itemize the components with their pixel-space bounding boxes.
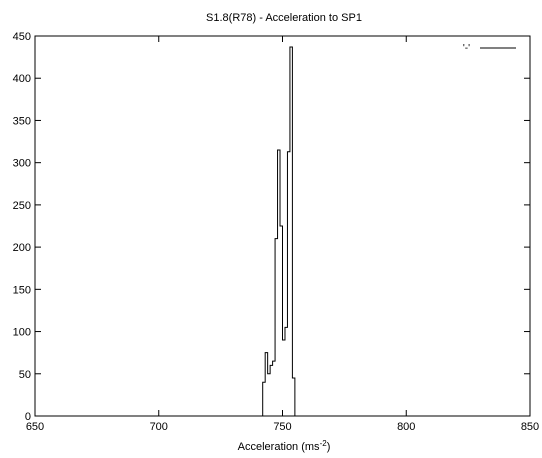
series-line (262, 46, 296, 416)
y-tick-label: 50 (19, 369, 31, 381)
x-axis-label: Acceleration (ms-2) (238, 439, 331, 453)
legend: '-' (463, 43, 516, 54)
x-axis-label-superscript: -2 (320, 439, 328, 448)
x-tick-label: 850 (521, 421, 539, 433)
y-tick-label: 250 (13, 200, 31, 212)
x-tick-label: 650 (26, 421, 44, 433)
y-tick-label: 300 (13, 158, 31, 170)
y-tick-label: 350 (13, 115, 31, 127)
y-tick-label: 400 (13, 73, 31, 85)
series-layer (262, 46, 296, 416)
chart-title: S1.8(R78) - Acceleration to SP1 (206, 12, 362, 24)
x-tick-label: 800 (397, 421, 415, 433)
y-tick-label: 0 (25, 411, 31, 423)
y-tick-label: 100 (13, 327, 31, 339)
legend-entry-label: '-' (463, 43, 470, 54)
x-tick-label: 750 (273, 421, 291, 433)
x-axis-label-close: ) (327, 441, 331, 453)
y-tick-label: 150 (13, 284, 31, 296)
y-tick-label: 200 (13, 242, 31, 254)
axis-ticks: 650 700 750 800 850 0 50 100 150 200 250 300 350 400 4… (13, 31, 540, 433)
y-tick-label: 450 (13, 31, 31, 43)
x-tick-label: 700 (150, 421, 168, 433)
x-axis-label-text: Acceleration (ms (238, 441, 320, 453)
